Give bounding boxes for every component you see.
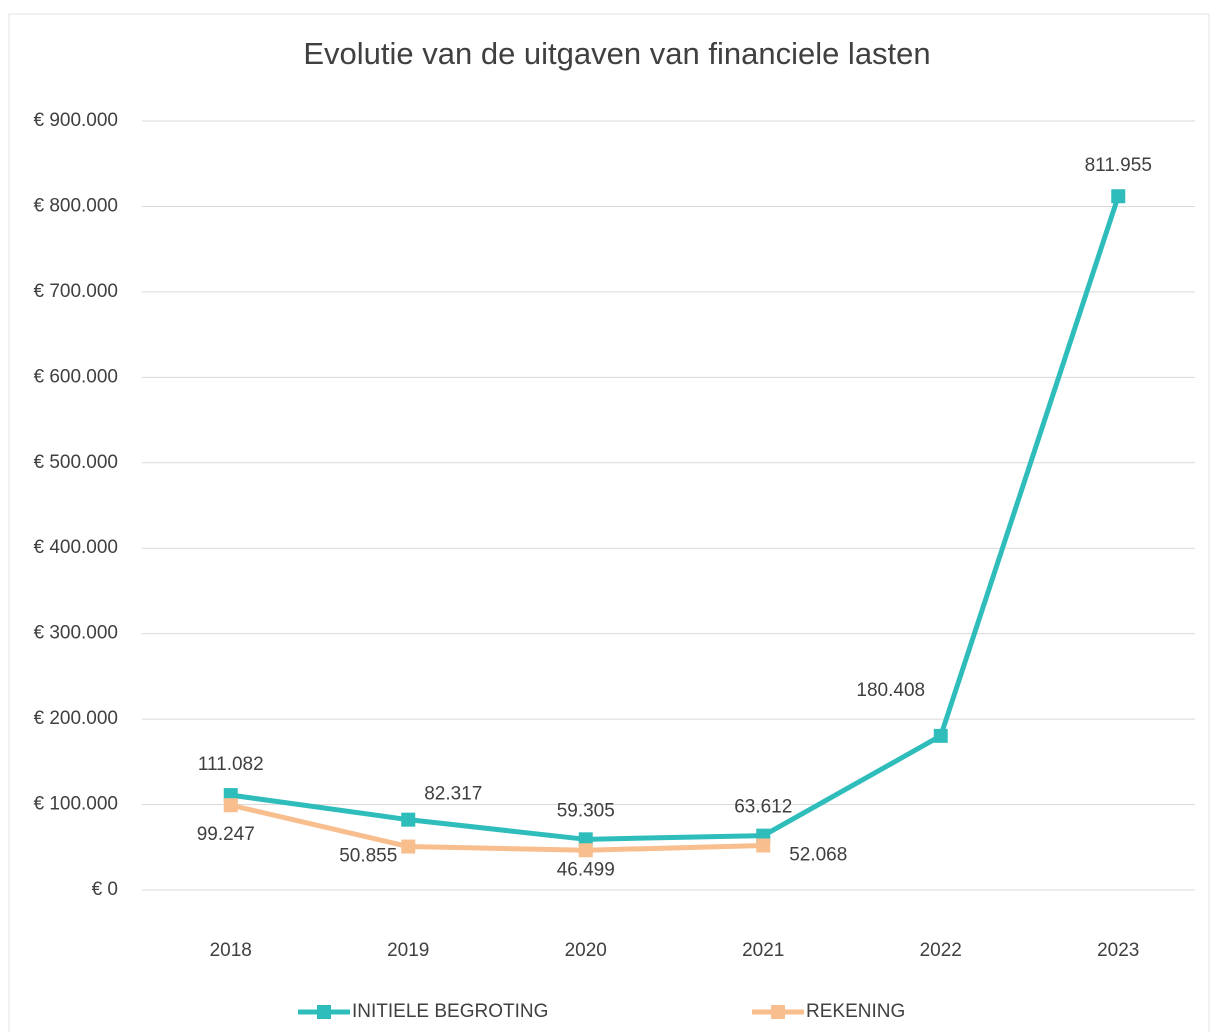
legend-label: REKENING	[806, 1001, 905, 1022]
marker	[578, 843, 593, 858]
y-tick-label: € 400.000	[33, 537, 118, 558]
x-tick-label: 2018	[210, 940, 252, 961]
legend-marker	[317, 1005, 331, 1019]
data-label: 50.855	[339, 846, 397, 867]
y-tick-label: € 800.000	[33, 195, 118, 216]
x-tick-label: 2019	[387, 940, 429, 961]
legend-label: INITIELE BEGROTING	[352, 1001, 548, 1022]
data-label: 811.955	[1085, 155, 1152, 176]
data-label: 46.499	[557, 859, 615, 880]
marker	[401, 812, 416, 827]
marker	[401, 839, 416, 854]
y-tick-label: € 300.000	[33, 623, 118, 644]
marker	[223, 798, 238, 813]
x-tick-label: 2020	[565, 940, 607, 961]
y-tick-label: € 600.000	[33, 366, 118, 387]
data-label: 111.082	[198, 754, 264, 775]
marker	[756, 838, 771, 853]
data-label: 59.305	[557, 800, 615, 821]
y-tick-label: € 0	[92, 879, 118, 900]
x-tick-label: 2023	[1097, 940, 1139, 961]
y-tick-label: € 700.000	[33, 281, 118, 302]
y-tick-label: € 900.000	[33, 110, 118, 131]
data-label: 63.612	[734, 797, 792, 818]
series-line	[230, 195, 1121, 842]
marker	[578, 832, 593, 847]
data-label: 99.247	[197, 824, 255, 845]
y-tick-label: € 200.000	[33, 708, 118, 729]
y-tick-label: € 100.000	[33, 794, 118, 815]
chart-title: Evolutie van de uitgaven van financiele …	[303, 36, 930, 71]
series-line	[230, 802, 764, 853]
data-label: 82.317	[424, 784, 482, 805]
x-tick-label: 2021	[742, 940, 784, 961]
data-label: 180.408	[856, 680, 925, 701]
x-tick-label: 2022	[920, 940, 962, 961]
data-label: 52.068	[789, 845, 847, 866]
legend-marker	[771, 1005, 785, 1019]
marker	[933, 728, 948, 743]
marker	[1111, 189, 1126, 204]
y-tick-label: € 500.000	[33, 452, 118, 473]
